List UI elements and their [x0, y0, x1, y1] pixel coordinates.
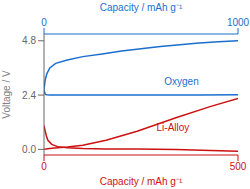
svg-text:Voltage / V: Voltage / V — [8, 70, 12, 119]
svg-text:2.4: 2.4 — [22, 90, 36, 101]
svg-text:500: 500 — [230, 161, 242, 172]
svg-text:0.0: 0.0 — [22, 144, 36, 155]
svg-text:4.8: 4.8 — [22, 35, 36, 46]
html-text:Li-Alloy: Li-Alloy — [156, 122, 190, 134]
svg-text:0: 0 — [41, 161, 47, 172]
svg-text:1000: 1000 — [227, 17, 242, 28]
svg-text:Capacity / mAh g⁻¹: Capacity / mAh g⁻¹ — [100, 176, 183, 187]
html-text:Oxygen: Oxygen — [164, 76, 199, 88]
svg-text:0: 0 — [41, 17, 47, 28]
svg-text:Capacity / mAh g⁻¹: Capacity / mAh g⁻¹ — [100, 2, 183, 13]
